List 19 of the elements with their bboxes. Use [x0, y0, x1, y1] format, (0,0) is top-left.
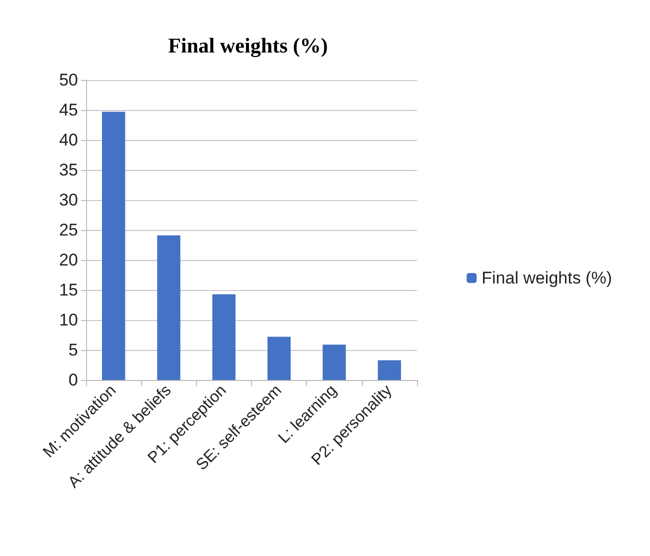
y-tick-label: 45 — [59, 100, 78, 120]
y-tick-label: 10 — [59, 310, 78, 330]
y-tick-label: 15 — [59, 280, 78, 300]
y-tick-label: 30 — [59, 190, 78, 210]
bar — [212, 294, 236, 380]
y-tick-label: 50 — [59, 70, 78, 90]
y-tick-label: 0 — [68, 370, 78, 390]
y-tick-label: 5 — [68, 340, 78, 360]
legend-label: Final weights (%) — [482, 268, 612, 288]
bar — [102, 112, 126, 380]
y-tick-label: 35 — [59, 160, 78, 180]
bar — [322, 344, 346, 380]
chart-title: Final weights (%) — [168, 34, 328, 58]
bar — [268, 336, 291, 380]
y-tick-label: 25 — [59, 220, 78, 240]
bar — [157, 235, 180, 380]
y-tick-label: 20 — [59, 250, 78, 270]
bar — [378, 360, 401, 380]
y-tick-label: 40 — [59, 130, 78, 150]
